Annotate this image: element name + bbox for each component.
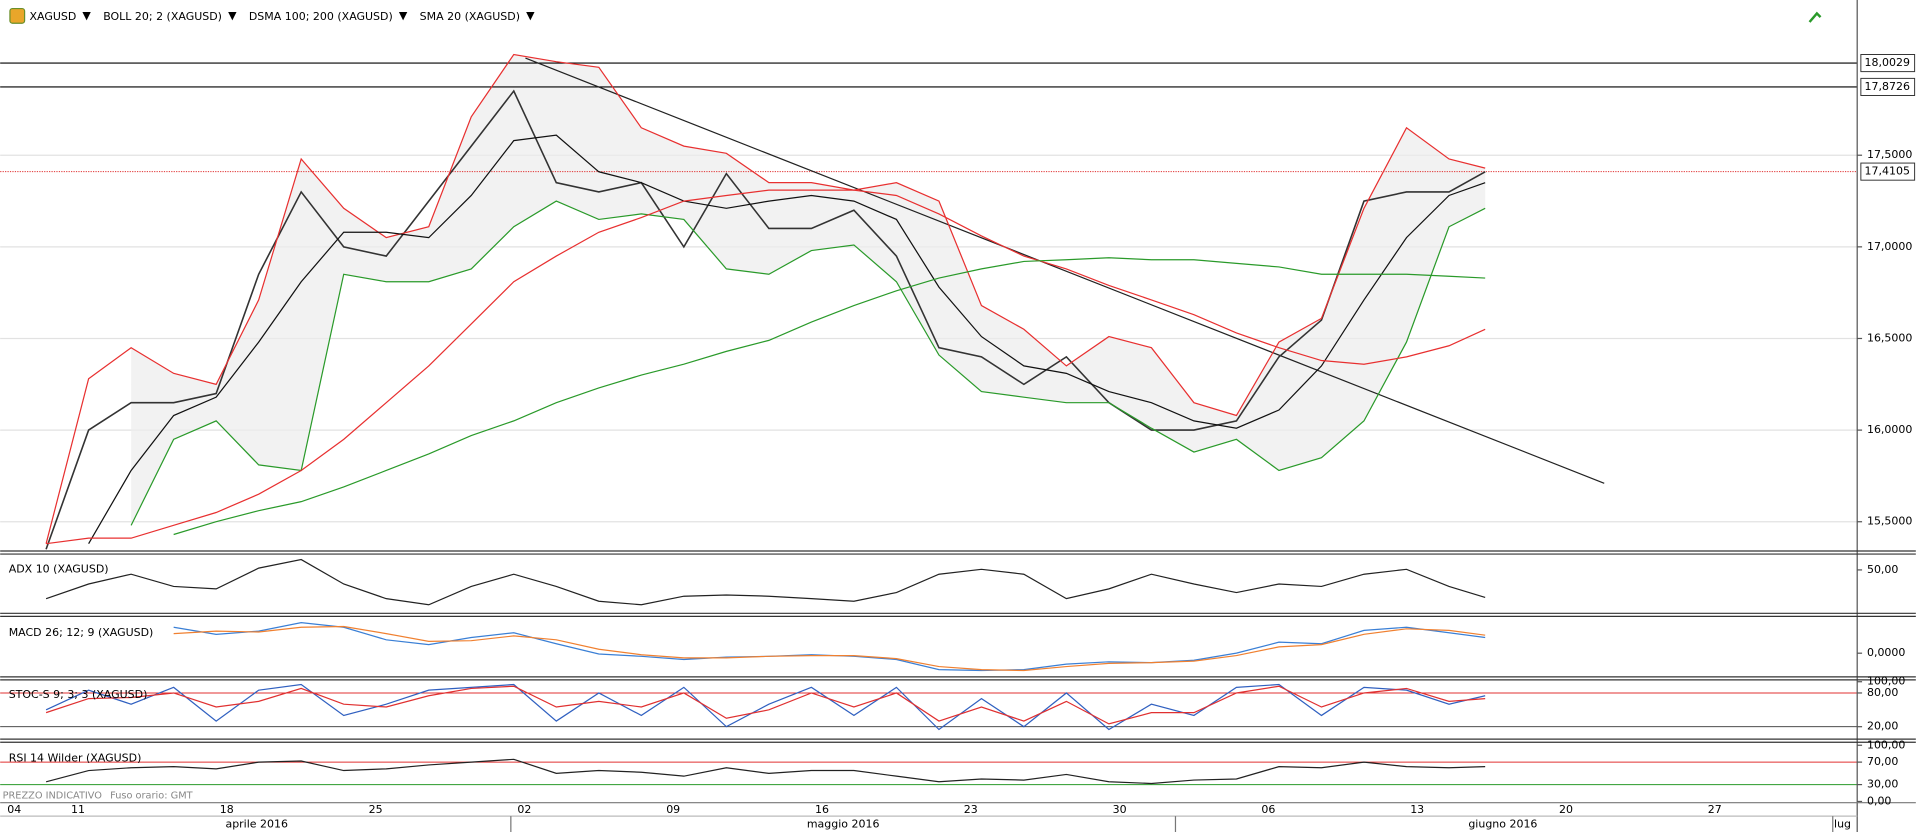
series-line <box>173 625 1486 672</box>
x-tick-label: 09 <box>666 803 680 816</box>
text-layer[interactable]: 04 11 18 25 02 09 16 23 30 06 13 20 27 aprile 2016 mag… <box>3 9 1916 831</box>
price-tag <box>1860 162 1916 181</box>
series-line <box>46 189 1486 545</box>
footer-note: PREZZO INDICATIVO <box>3 790 103 801</box>
price-tag-label: 17,8726 <box>1865 80 1910 93</box>
panel-legend[interactable]: ADX 10 (XAGUSD) <box>9 562 109 575</box>
x-tick-label: 02 <box>517 803 531 816</box>
series-line <box>130 200 1486 526</box>
legend-dropdown: ▼ <box>526 9 535 22</box>
month-label: maggio 2016 <box>807 818 880 831</box>
legend-entry[interactable]: DSMA 100; 200 (XAGUSD) <box>249 10 393 23</box>
y-tick-label: 80,00 <box>1867 686 1898 699</box>
y-tick-label: 20,00 <box>1867 720 1898 733</box>
y-tick-label: 0,0000 <box>1867 646 1905 659</box>
month-label: lug <box>1834 818 1851 831</box>
x-tick-label: 04 <box>7 803 21 816</box>
series-line <box>45 758 1486 785</box>
series-line <box>173 257 1486 536</box>
price-tag-label: 18,0029 <box>1865 56 1910 69</box>
x-tick-label: 20 <box>1559 803 1573 816</box>
panel-legend[interactable]: STOC-S 9; 3; 3 (XAGUSD) <box>9 688 148 701</box>
trendline <box>525 57 1605 484</box>
data-layer <box>0 53 1858 785</box>
y-tick-label: 16,5000 <box>1867 331 1912 344</box>
y-tick-label: 15,5000 <box>1867 515 1912 528</box>
month-label: aprile 2016 <box>225 818 288 831</box>
y-tick-label: 30,00 <box>1867 778 1898 791</box>
y-tick-label: 100,00 <box>1867 675 1905 688</box>
legend-entry[interactable]: SMA 20 (XAGUSD) <box>420 10 520 23</box>
x-tick-label: 25 <box>369 803 383 816</box>
series-line <box>45 53 1486 544</box>
series-line <box>45 685 1486 725</box>
footer-note: Fuso orario: GMT <box>110 790 193 801</box>
status-icon <box>1808 11 1822 23</box>
price-tag <box>1860 77 1916 96</box>
y-tick-label: 17,0000 <box>1867 240 1912 253</box>
series-line <box>45 558 1486 606</box>
series-line <box>45 89 1486 550</box>
x-tick-label: 13 <box>1410 803 1424 816</box>
y-tick-label: 16,0000 <box>1867 423 1912 436</box>
price-tag <box>1860 54 1916 73</box>
x-tick-label: 16 <box>815 803 829 816</box>
y-tick-label: 100,00 <box>1867 738 1905 751</box>
x-tick-label: 27 <box>1708 803 1722 816</box>
y-tick-label: 50,00 <box>1867 563 1898 576</box>
panel-legend[interactable]: RSI 14 Wilder (XAGUSD) <box>9 752 142 765</box>
series-line <box>88 134 1486 544</box>
legend-dropdown: ▼ <box>399 9 408 22</box>
x-tick-label: 23 <box>964 803 978 816</box>
legend-dropdown: ▼ <box>82 9 91 22</box>
panel-legend[interactable]: MACD 26; 12; 9 (XAGUSD) <box>9 626 154 639</box>
y-tick-label: 17,5000 <box>1867 148 1912 161</box>
symbol-icon <box>9 7 26 24</box>
x-tick-label: 18 <box>220 803 234 816</box>
legend-dropdown: ▼ <box>228 9 237 22</box>
legend-entry[interactable]: BOLL 20; 2 (XAGUSD) <box>103 10 222 23</box>
x-tick-label: 06 <box>1261 803 1275 816</box>
y-tick-label: 0,00 <box>1867 794 1891 807</box>
price-tag-label: 17,4105 <box>1865 165 1910 178</box>
x-tick-label: 30 <box>1113 803 1127 816</box>
legend-entry[interactable]: XAGUSD <box>29 10 76 23</box>
series-line <box>45 683 1486 731</box>
x-tick-label: 11 <box>71 803 85 816</box>
y-tick-label: 70,00 <box>1867 755 1898 768</box>
month-label: giugno 2016 <box>1468 818 1537 831</box>
band-fill <box>131 54 1486 526</box>
